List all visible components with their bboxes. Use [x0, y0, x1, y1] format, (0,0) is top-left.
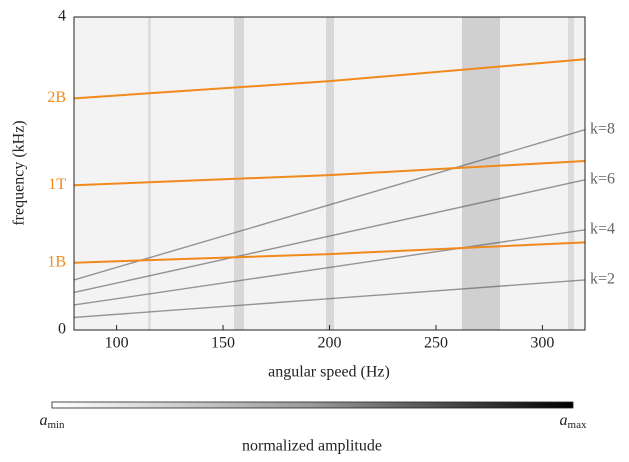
- y-tick-label: 4: [58, 8, 66, 25]
- series-line: [73, 179, 586, 294]
- series-label: k=2: [590, 271, 615, 288]
- colorbar-label: normalized amplitude: [242, 438, 382, 455]
- plot-area: [73, 58, 586, 319]
- x-tick-label: 300: [530, 335, 554, 352]
- colorbar-max-a: a: [560, 412, 568, 429]
- series-line: [73, 241, 586, 264]
- x-tick-label: 150: [211, 335, 235, 352]
- x-axis-label: angular speed (Hz): [268, 364, 390, 381]
- series-line: [73, 229, 586, 306]
- series-label: k=4: [590, 221, 615, 238]
- series-label: 2B: [47, 89, 66, 106]
- x-tick-label: 250: [424, 335, 448, 352]
- colorbar-max-label: amax: [560, 412, 587, 431]
- colorbar-min-a: a: [39, 412, 47, 429]
- x-tick-label: 100: [105, 335, 129, 352]
- colorbar-min-sub: min: [47, 419, 65, 431]
- series-label: k=6: [590, 170, 615, 187]
- y-axis-label: frequency (kHz): [11, 120, 28, 225]
- y-tick-label: 0: [58, 321, 66, 338]
- colorbar: [51, 401, 574, 409]
- spectrogram-background: [74, 17, 585, 330]
- series-line: [73, 159, 586, 187]
- series-label: k=8: [590, 120, 615, 137]
- series-line: [73, 58, 586, 100]
- x-tick-label: 200: [318, 335, 342, 352]
- colorbar-min-label: amin: [39, 412, 65, 431]
- series-line: [73, 279, 586, 319]
- colorbar-max-sub: max: [568, 419, 587, 431]
- series-line: [73, 129, 586, 281]
- series-label: 1B: [47, 253, 66, 270]
- series-label: 1T: [48, 176, 66, 193]
